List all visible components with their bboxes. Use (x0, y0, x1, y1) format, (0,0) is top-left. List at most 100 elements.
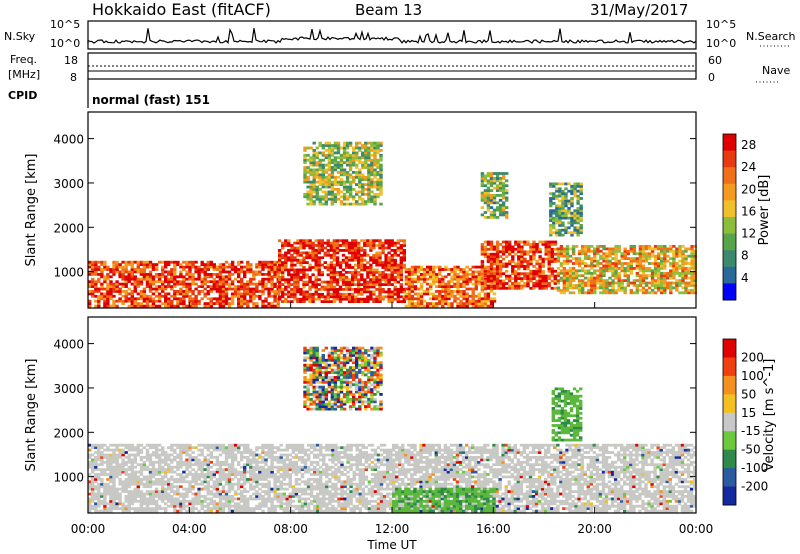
heatmap-cell (281, 246, 285, 250)
heatmap-cell (684, 269, 688, 273)
heatmap-cell (103, 487, 107, 491)
heatmap-cell (194, 463, 198, 467)
heatmap-cell (157, 480, 162, 484)
heatmap-cell (200, 495, 204, 498)
heatmap-cell (669, 247, 673, 251)
heatmap-cell (547, 245, 551, 249)
heatmap-cell (227, 304, 232, 308)
heatmap-cell (366, 266, 370, 269)
heatmap-cell (641, 276, 646, 280)
heatmap-cell (243, 502, 247, 506)
heatmap-cell (206, 502, 210, 506)
heatmap-cell (136, 268, 140, 271)
heatmap-cell (565, 281, 570, 285)
heatmap-cell (570, 216, 574, 220)
heatmap-cell (361, 153, 365, 157)
heatmap-cell (167, 470, 171, 474)
heatmap-cell (233, 446, 238, 450)
heatmap-cell (243, 282, 247, 286)
heatmap-cell (127, 304, 131, 308)
heatmap-cell (227, 297, 232, 301)
heatmap-cell (644, 274, 649, 278)
heatmap-cell (161, 260, 165, 264)
heatmap-cell (148, 456, 153, 459)
heatmap-cell (347, 280, 352, 284)
heatmap-cell (100, 270, 104, 274)
heatmap-cell (161, 448, 165, 452)
heatmap-cell (240, 280, 244, 284)
heatmap-cell (378, 251, 382, 255)
heatmap-cell (203, 443, 207, 447)
heatmap-cell (182, 475, 186, 479)
heatmap-cell (590, 281, 594, 285)
heatmap-cell (252, 304, 256, 308)
heatmap-cell (450, 290, 454, 293)
heatmap-cell (355, 202, 359, 206)
heatmap-cell (276, 302, 280, 305)
heatmap-cell (602, 288, 606, 292)
heatmap-cell (121, 465, 125, 469)
heatmap-cell (243, 273, 247, 276)
heatmap-cell (151, 304, 156, 308)
heatmap-cell (97, 497, 101, 501)
heatmap-cell (511, 269, 515, 273)
heatmap-cell (212, 265, 216, 269)
heatmap-cell (635, 262, 640, 265)
heatmap-cell (127, 465, 131, 469)
heatmap-cell (344, 258, 349, 262)
heatmap-cell (390, 258, 394, 262)
heatmap-cell (100, 456, 104, 459)
heatmap-cell (173, 443, 177, 447)
heatmap-cell (97, 495, 101, 498)
heatmap-cell (145, 478, 150, 481)
heatmap-cell (157, 275, 162, 279)
heatmap-cell (342, 149, 347, 152)
heatmap-cell (453, 294, 457, 298)
heatmap-cell (555, 194, 559, 198)
heatmap-cell (444, 268, 448, 271)
heatmap-cell (635, 271, 640, 275)
heatmap-cell (344, 239, 349, 243)
heatmap-cell (501, 203, 506, 207)
heatmap-cell (335, 273, 340, 277)
heatmap-cell (508, 279, 512, 283)
heatmap-cell (197, 492, 201, 496)
heatmap-cell (681, 286, 685, 290)
heatmap-cell (571, 252, 576, 256)
heatmap-cell (227, 475, 232, 479)
heatmap-cell (270, 277, 274, 281)
heatmap-cell (523, 250, 527, 254)
heatmap-cell (320, 280, 324, 284)
heatmap-cell (173, 263, 177, 266)
heatmap-cell (672, 264, 676, 268)
heatmap-cell (281, 261, 285, 264)
heatmap-cell (112, 487, 116, 491)
heatmap-cell (203, 302, 207, 305)
heatmap-cell (376, 183, 380, 186)
heatmap-cell (106, 478, 110, 481)
heatmap-cell (444, 265, 448, 269)
heatmap-cell (100, 287, 104, 291)
heatmap-cell (161, 507, 165, 510)
heatmap-cell (339, 200, 344, 203)
heatmap-cell (206, 482, 210, 486)
heatmap-cell (355, 151, 359, 155)
heatmap-cell (483, 177, 488, 180)
heatmap-cell (477, 270, 481, 274)
heatmap-cell (249, 497, 253, 501)
heatmap-cell (684, 284, 688, 287)
heatmap-cell (361, 178, 365, 182)
heatmap-cell (657, 247, 661, 251)
heatmap-cell (130, 277, 134, 281)
heatmap-cell (495, 247, 500, 251)
heatmap-cell (693, 281, 697, 285)
heatmap-cell (435, 302, 439, 305)
heatmap-cell (468, 277, 472, 281)
heatmap-cell (573, 219, 577, 222)
heatmap-cell (188, 465, 192, 469)
nsearch-label: N.Search (746, 30, 796, 43)
heatmap-cell (112, 499, 116, 503)
heatmap-cell (330, 180, 335, 184)
heatmap-cell (577, 262, 582, 265)
heatmap-cell (602, 264, 606, 268)
